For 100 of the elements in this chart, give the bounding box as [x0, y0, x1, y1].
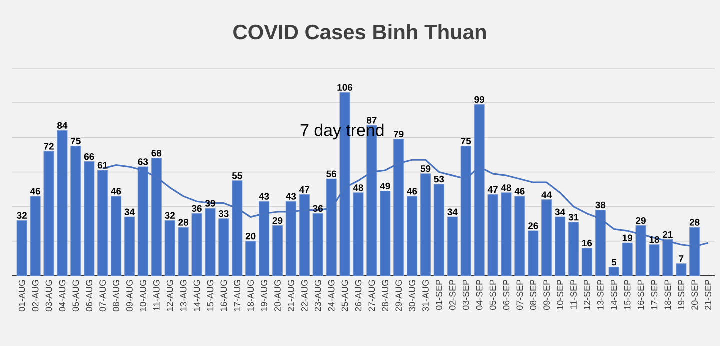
data-label: 66	[84, 153, 94, 160]
x-tick-label: 18-AUG	[248, 280, 254, 312]
x-tick-label: 15-AUG	[207, 280, 214, 312]
data-label: 20	[246, 233, 256, 240]
data-label: 48	[353, 184, 364, 192]
data-label: 34	[555, 208, 566, 216]
x-tick-label: 19-AUG	[261, 280, 268, 312]
x-tick-label: 17-AUG	[234, 280, 241, 312]
bar	[608, 267, 620, 276]
bar	[30, 196, 41, 276]
data-label: 29	[636, 217, 646, 224]
bar	[57, 130, 68, 276]
x-tick-label: 22-AUG	[301, 280, 308, 312]
data-label: 61	[98, 162, 108, 169]
bar	[434, 184, 444, 276]
data-label: 48	[501, 184, 512, 192]
data-label: 53	[434, 176, 444, 183]
data-label: 26	[528, 222, 538, 230]
bar	[16, 220, 28, 276]
bar	[407, 196, 418, 276]
data-label: 19	[622, 234, 632, 242]
x-tick-label: 07-SEP	[516, 280, 524, 310]
x-tick-label: 11-AUG	[153, 280, 160, 311]
data-label: 34	[124, 208, 135, 216]
data-label: 75	[461, 138, 472, 145]
bar	[272, 226, 284, 276]
data-label: 28	[178, 219, 189, 226]
data-label: 49	[380, 182, 390, 190]
x-tick-label: 10-SEP	[557, 280, 564, 310]
data-label: 34	[448, 208, 458, 216]
bar	[582, 248, 592, 276]
x-tick-label: 06-AUG	[86, 280, 93, 312]
bar	[542, 200, 552, 276]
data-label: 29	[272, 217, 283, 224]
data-label: 43	[259, 193, 270, 200]
x-tick-label: 27-AUG	[368, 280, 376, 312]
x-tick-label: 16-SEP	[638, 280, 644, 310]
x-tick-label: 24-AUG	[328, 280, 335, 312]
data-label: 106	[338, 84, 353, 91]
x-tick-label: 03-AUG	[46, 280, 52, 312]
data-label: 99	[474, 96, 484, 104]
x-tick-label: 14-AUG	[194, 280, 200, 312]
bar	[84, 162, 95, 276]
data-label: 46	[111, 188, 122, 195]
data-label: 79	[394, 130, 404, 138]
x-tick-label: 21-SEP	[705, 280, 712, 310]
x-tick-label: 14-SEP	[610, 280, 618, 310]
x-tick-label: 13-AUG	[180, 280, 187, 312]
data-label: 32	[17, 212, 27, 219]
data-label: 5	[612, 259, 616, 266]
data-label: 87	[366, 117, 377, 124]
data-label: 56	[326, 170, 336, 178]
x-tick-label: 04-SEP	[476, 280, 483, 310]
x-tick-label: 07-AUG	[100, 280, 106, 312]
bar	[380, 190, 391, 276]
x-tick-label: 16-AUG	[220, 280, 228, 312]
x-tick-label: 09-AUG	[126, 280, 133, 312]
data-label: 16	[582, 240, 592, 247]
x-tick-label: 08-AUG	[113, 280, 120, 312]
bar	[164, 220, 176, 276]
data-label: 31	[568, 214, 579, 221]
x-tick-label: 26-AUG	[355, 280, 362, 312]
x-tick-label: 03-SEP	[462, 280, 470, 310]
bar	[218, 218, 230, 276]
data-label: 84	[57, 122, 68, 130]
bar	[192, 213, 202, 276]
data-label: 39	[205, 200, 216, 207]
data-label: 38	[596, 202, 606, 209]
x-tick-label: 05-AUG	[72, 280, 80, 312]
x-tick-label: 02-AUG	[32, 280, 39, 312]
x-tick-label: 04-AUG	[59, 280, 66, 312]
data-label: 46	[30, 188, 40, 195]
x-tick-label: 20-SEP	[692, 280, 698, 310]
bar	[676, 264, 687, 276]
bar	[312, 213, 324, 276]
bar	[514, 196, 526, 276]
bar	[501, 192, 512, 276]
data-label: 21	[662, 231, 673, 238]
data-label: 59	[420, 166, 431, 172]
x-tick-label: 23-AUG	[314, 280, 322, 312]
x-tick-label: 12-SEP	[584, 280, 590, 310]
data-label: 75	[71, 138, 81, 145]
x-tick-label: 11-SEP	[570, 280, 577, 310]
chart-title: COVID Cases Binh Thuan	[234, 24, 486, 40]
bar	[205, 208, 216, 276]
data-label: 46	[407, 188, 418, 195]
x-tick-label: 09-SEP	[544, 280, 550, 310]
bar	[110, 196, 122, 276]
x-tick-label: 19-SEP	[678, 280, 685, 310]
bar	[555, 216, 566, 276]
bar	[44, 151, 54, 276]
bar	[353, 192, 364, 276]
x-tick-label: 01-SEP	[436, 280, 442, 310]
x-tick-label: 06-SEP	[503, 280, 510, 310]
x-tick-label: 30-AUG	[409, 280, 416, 312]
data-label: 46	[514, 188, 525, 195]
data-label: 28	[690, 219, 700, 226]
data-label: 47	[300, 186, 310, 194]
x-tick-label: 02-SEP	[449, 280, 456, 310]
x-tick-label: 17-SEP	[651, 280, 658, 310]
